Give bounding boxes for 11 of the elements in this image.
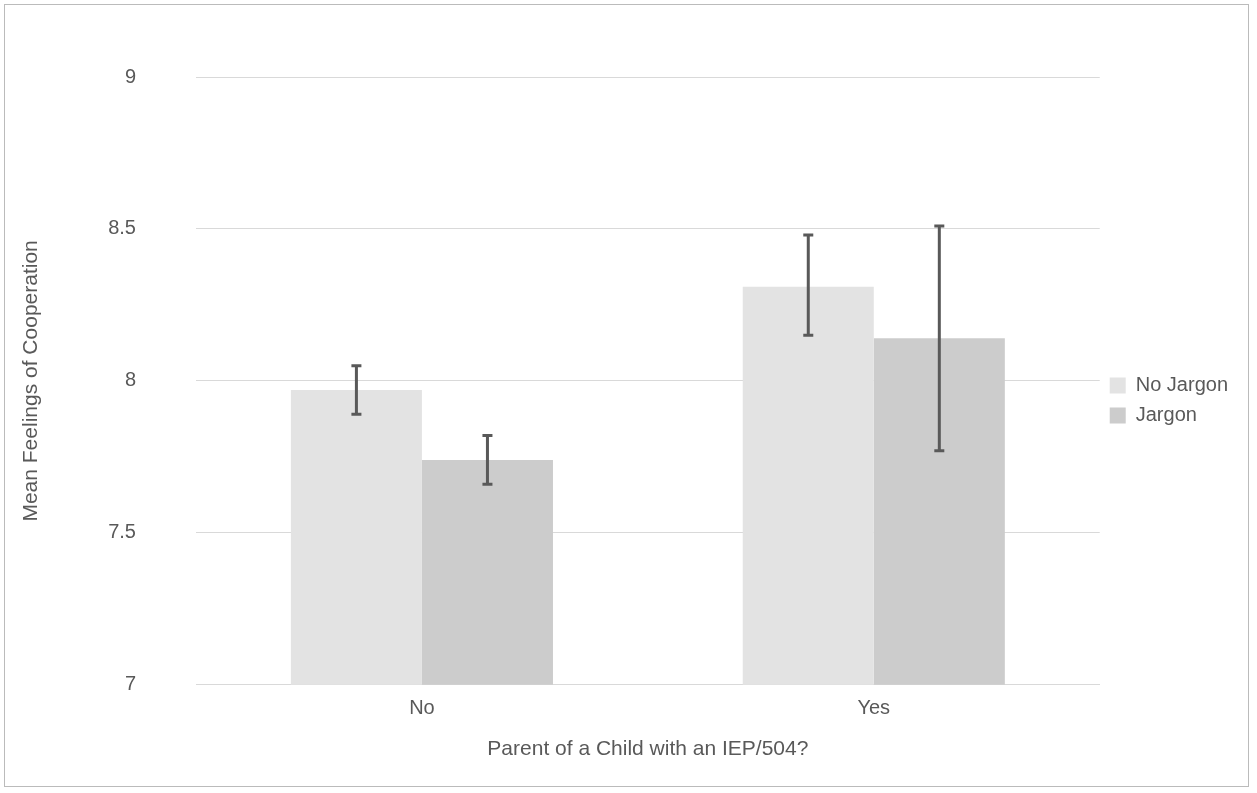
y-tick-label: 8.5 (108, 216, 136, 239)
y-tick-label: 8 (124, 368, 136, 391)
x-axis-title: Parent of a Child with an IEP/504? (487, 736, 809, 760)
y-tick-label: 9 (124, 64, 136, 87)
y-tick-label: 7 (124, 672, 136, 695)
x-tick-label: No (409, 696, 435, 719)
y-tick-label: 7.5 (108, 520, 136, 543)
legend-label: No Jargon (1135, 373, 1229, 396)
y-axis-title: Mean Feelings of Cooperation (18, 240, 42, 522)
x-tick-label: Yes (857, 696, 891, 719)
legend-label: Jargon (1135, 403, 1197, 426)
